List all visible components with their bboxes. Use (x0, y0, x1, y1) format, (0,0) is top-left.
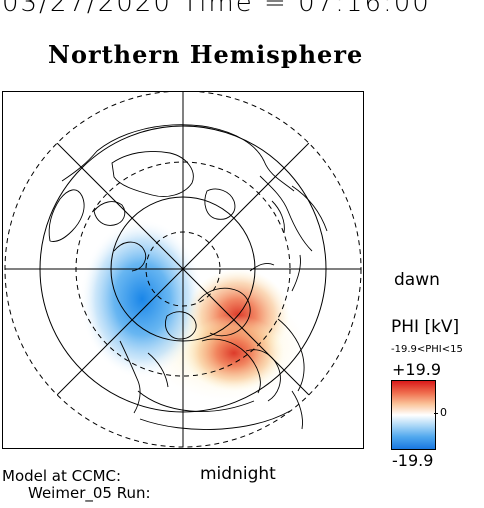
colorbar-min-label: -19.9 (392, 451, 434, 470)
potential-pattern (80, 219, 307, 401)
colorbar-max-label: +19.9 (392, 360, 442, 379)
midnight-label: midnight (200, 464, 276, 484)
potential-cell-positive-lower (184, 315, 284, 391)
colorbar-range-text: -19.9<PHI<15 (391, 344, 463, 355)
model-credit-line: Model at CCMC: (2, 467, 122, 485)
polar-map (2, 91, 364, 449)
colorbar-zero-label: 0 (440, 406, 447, 419)
colorbar-zero-tick (434, 413, 438, 414)
colorbar (391, 380, 436, 450)
coastlines (48, 124, 328, 430)
meridian-lines (5, 91, 361, 447)
model-run-line: Weimer_05 Run: (28, 484, 151, 502)
colorbar-title: PHI [kV] (391, 317, 460, 337)
dawn-label: dawn (394, 270, 440, 290)
date-time-header: 03/27/2020 Time = 07:16:00 (2, 0, 431, 18)
map-title: Northern Hemisphere (48, 40, 364, 69)
